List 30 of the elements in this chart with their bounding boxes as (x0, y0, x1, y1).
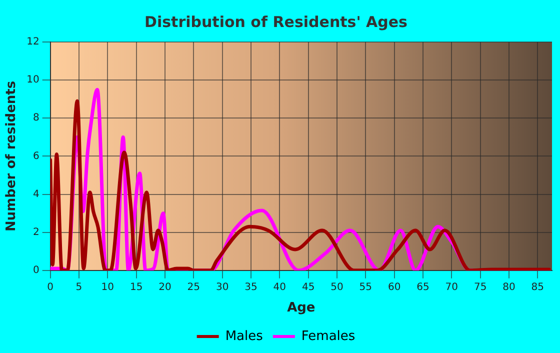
y-tick-label: 4 (32, 188, 40, 200)
x-tick-label: 0 (47, 282, 54, 293)
y-tick-label: 0 (32, 264, 40, 276)
x-tick-label: 25 (187, 282, 200, 293)
legend-label: Males (225, 328, 264, 344)
x-tick-label: 30 (216, 282, 229, 293)
x-tick-label: 45 (302, 282, 315, 293)
x-tick-label: 40 (273, 282, 286, 293)
chart-title: Distribution of Residents' Ages (144, 12, 408, 31)
x-tick-label: 70 (445, 282, 458, 293)
legend-label: Females (301, 328, 356, 344)
x-tick-label: 60 (388, 282, 401, 293)
y-tick-label: 12 (26, 36, 40, 48)
y-tick-label: 8 (32, 112, 40, 124)
x-tick-label: 80 (502, 282, 516, 293)
x-tick-label: 55 (359, 282, 372, 293)
x-tick-label: 75 (474, 282, 487, 293)
x-tick-label: 35 (244, 282, 258, 293)
x-tick-label: 5 (76, 282, 82, 293)
x-tick-label: 85 (531, 282, 544, 293)
y-axis-title: Number of residents (4, 80, 20, 232)
y-tick-label: 2 (32, 226, 40, 238)
x-tick-label: 65 (416, 282, 430, 293)
x-axis-title: Age (287, 300, 316, 316)
x-tick-label: 20 (158, 282, 172, 293)
y-tick-label: 6 (32, 150, 40, 162)
x-tick-label: 50 (330, 282, 344, 293)
x-tick-label: 10 (101, 282, 114, 293)
y-tick-label: 10 (26, 74, 40, 86)
x-tick-label: 15 (130, 282, 143, 293)
